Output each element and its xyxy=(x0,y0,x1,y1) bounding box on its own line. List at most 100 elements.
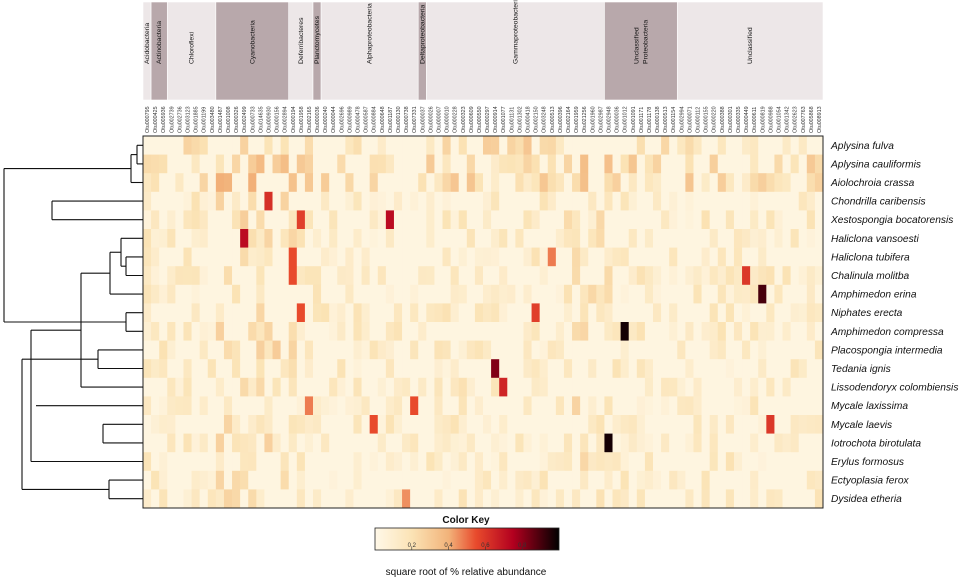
heatmap-cell xyxy=(272,173,281,193)
heatmap-cell xyxy=(644,359,654,379)
heatmap-cell xyxy=(531,284,540,304)
heatmap-cell xyxy=(604,154,613,174)
heatmap-cell xyxy=(369,322,379,341)
heatmap-cell xyxy=(458,489,468,509)
heatmap-cell xyxy=(151,284,160,304)
heatmap-cell xyxy=(240,433,249,453)
heatmap-cell xyxy=(685,303,694,323)
heatmap-cell xyxy=(677,340,686,360)
otu-label: Otu000037 xyxy=(420,106,426,133)
heatmap-cell xyxy=(175,489,184,509)
heatmap-cell xyxy=(256,229,265,248)
heatmap-cell xyxy=(774,359,783,379)
heatmap-cell xyxy=(612,433,621,453)
otu-label: Otu000112 xyxy=(696,107,702,133)
heatmap-cell xyxy=(361,359,370,379)
heatmap-cell xyxy=(612,191,621,211)
heatmap-cell xyxy=(733,210,743,230)
heatmap-cell xyxy=(515,322,524,341)
heatmap-cell xyxy=(693,340,702,360)
heatmap-cell xyxy=(636,377,646,397)
heatmap-cell xyxy=(385,136,395,155)
heatmap-cell xyxy=(207,452,217,472)
heatmap-cell xyxy=(361,470,370,490)
color-key-tick-label: 0.8 xyxy=(518,543,527,549)
heatmap-cell xyxy=(653,284,662,304)
heatmap-cell xyxy=(175,266,184,286)
heatmap-cell xyxy=(450,210,460,230)
heatmap-cell xyxy=(572,322,581,341)
heatmap-cell xyxy=(337,191,346,211)
heatmap-cell xyxy=(636,210,646,230)
heatmap-cell xyxy=(669,433,678,453)
heatmap-cell xyxy=(612,229,621,248)
heatmap-cell xyxy=(442,136,451,155)
heatmap-cell xyxy=(588,359,597,379)
heatmap-cell xyxy=(717,266,727,286)
heatmap-cell xyxy=(555,191,565,211)
heatmap-cell xyxy=(280,340,290,360)
heatmap-cell xyxy=(199,377,209,397)
heatmap-cell xyxy=(207,173,217,193)
heatmap-cell xyxy=(750,284,759,304)
heatmap-cell xyxy=(345,377,354,397)
heatmap-cell xyxy=(733,154,743,174)
heatmap-cell xyxy=(240,247,249,267)
heatmap-cell xyxy=(410,359,419,379)
heatmap-cell xyxy=(717,377,727,397)
heatmap-cell xyxy=(685,247,694,267)
heatmap-cell xyxy=(547,359,557,379)
heatmap-cell xyxy=(742,489,751,509)
species-label: Iotrochota birotulata xyxy=(831,438,921,449)
heatmap-cell xyxy=(523,489,532,509)
heatmap-cell xyxy=(790,284,800,304)
heatmap-cell xyxy=(458,154,468,174)
heatmap-cell xyxy=(442,154,451,174)
heatmap-cell xyxy=(588,247,597,267)
heatmap-cell xyxy=(215,210,225,230)
heatmap-cell xyxy=(733,433,743,453)
heatmap-cell xyxy=(304,377,314,397)
heatmap-cell xyxy=(782,415,791,434)
heatmap-cell xyxy=(709,396,719,416)
heatmap-cell xyxy=(742,322,751,341)
heatmap-cell xyxy=(450,452,460,472)
heatmap-cell xyxy=(572,247,581,267)
heatmap-cell xyxy=(353,210,362,230)
heatmap-cell xyxy=(232,191,241,211)
heatmap-cell xyxy=(709,136,719,155)
heatmap-cell xyxy=(207,415,217,434)
heatmap-cell xyxy=(782,340,791,360)
heatmap-cell xyxy=(701,247,710,267)
heatmap-cell xyxy=(758,396,767,416)
heatmap-cell xyxy=(685,377,694,397)
heatmap-cell xyxy=(491,415,500,434)
heatmap-cell xyxy=(240,340,249,360)
heatmap-cell xyxy=(321,322,330,341)
heatmap-cell xyxy=(491,303,500,323)
heatmap-cell xyxy=(272,303,281,323)
heatmap-cell xyxy=(547,284,557,304)
heatmap-cell xyxy=(499,247,508,267)
heatmap-cell xyxy=(143,489,152,509)
heatmap-cell xyxy=(661,359,670,379)
heatmap-cell xyxy=(563,154,573,174)
heatmap-cell xyxy=(563,489,573,509)
heatmap-cell xyxy=(742,377,751,397)
heatmap-cell xyxy=(215,284,225,304)
heatmap-cell xyxy=(693,154,702,174)
heatmap-cell xyxy=(701,489,710,509)
heatmap-cell xyxy=(175,191,184,211)
species-label: Ectyoplasia ferox xyxy=(831,476,909,487)
otu-label: Otu001958 xyxy=(299,106,305,133)
heatmap-cell xyxy=(215,136,225,155)
heatmap-cell xyxy=(774,191,783,211)
heatmap-cell xyxy=(677,210,686,230)
heatmap-cell xyxy=(183,136,192,155)
heatmap-cell xyxy=(223,247,233,267)
otu-label: Otu001091 xyxy=(631,106,637,133)
heatmap-cell xyxy=(483,322,492,341)
heatmap-cell xyxy=(806,154,816,174)
heatmap-cell xyxy=(143,396,152,416)
heatmap-cell xyxy=(296,322,306,341)
